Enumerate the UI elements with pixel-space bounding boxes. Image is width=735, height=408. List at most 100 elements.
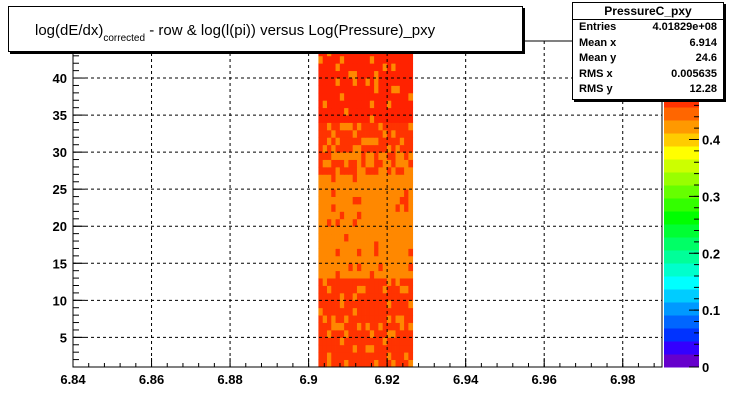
heatmap-cell	[318, 137, 324, 146]
heatmap-cell	[335, 70, 341, 79]
heatmap-cell	[322, 359, 328, 368]
heatmap-cell	[339, 92, 345, 101]
heatmap-cell	[352, 211, 358, 220]
heatmap-cell	[352, 233, 358, 242]
heatmap-cell	[331, 166, 336, 175]
heatmap-cell	[356, 85, 362, 94]
heatmap-cell	[318, 278, 324, 286]
heatmap-cell	[331, 144, 336, 153]
heatmap-cell	[326, 233, 332, 242]
heatmap-cell	[322, 181, 328, 190]
heatmap-cell	[374, 100, 379, 109]
heatmap-cell	[318, 226, 324, 235]
heatmap-cell	[404, 204, 409, 212]
heatmap-cell	[356, 100, 362, 109]
heatmap-cell	[348, 300, 354, 309]
heatmap-cell	[386, 285, 392, 294]
chart-title: log(dE/dx)corrected - row & log(l(pi)) v…	[35, 22, 435, 44]
heatmap-cell	[382, 85, 388, 94]
heatmap-cell	[365, 211, 371, 220]
heatmap-cell	[378, 159, 384, 168]
heatmap-cell	[395, 70, 401, 79]
heatmap-cell	[331, 233, 336, 242]
heatmap-cell	[408, 248, 414, 257]
heatmap-cell	[339, 70, 345, 79]
heatmap-cell	[404, 129, 409, 138]
heatmap-cell	[386, 204, 392, 212]
heatmap-cell	[356, 255, 362, 264]
heatmap-cell	[335, 322, 341, 331]
heatmap-cell	[335, 315, 341, 323]
heatmap-cell	[352, 85, 358, 94]
heatmap-cell	[361, 270, 366, 279]
heatmap-cell	[391, 100, 396, 109]
heatmap-cell	[404, 144, 409, 153]
heatmap-cell	[374, 70, 379, 79]
heatmap-cell	[408, 174, 414, 183]
heatmap-cell	[344, 307, 349, 316]
heatmap-cell	[348, 241, 354, 249]
x-tick-label: 6.96	[532, 372, 557, 387]
color-scale: 0 0.1 0.2 0.3 0.4	[664, 93, 721, 375]
heatmap-cell	[348, 189, 354, 197]
heatmap-cell	[369, 70, 375, 79]
heatmap-cell	[408, 115, 414, 123]
heatmap-cell	[386, 189, 392, 197]
heatmap-cell	[335, 285, 341, 294]
heatmap-cell	[339, 337, 345, 346]
heatmap-cell	[344, 144, 349, 153]
heatmap-cell	[356, 263, 362, 272]
heatmap-cell	[365, 278, 371, 286]
heatmap-cell	[382, 55, 388, 64]
heatmap-cell	[348, 122, 354, 131]
heatmap-cell	[399, 211, 405, 220]
heatmap-cell	[339, 270, 345, 279]
heatmap-cell	[395, 137, 401, 146]
heatmap-cell	[386, 144, 392, 153]
heatmap-cell	[352, 78, 358, 86]
heatmap-cell	[382, 144, 388, 153]
y-axis: 5 10 15 20 25 30 35 40	[53, 40, 85, 368]
heatmap-cell	[374, 196, 379, 205]
heatmap-cell	[318, 307, 324, 316]
heatmap-cell	[344, 278, 349, 286]
stats-value: 4.01829e+08	[652, 21, 717, 33]
heatmap-cell	[331, 196, 336, 205]
heatmap-cell	[348, 100, 354, 109]
stats-label: Mean x	[579, 36, 617, 49]
heatmap-cell	[335, 85, 341, 94]
heatmap-cell	[335, 211, 341, 220]
heatmap-cell	[348, 115, 354, 123]
heatmap-cell	[382, 152, 388, 160]
heatmap-cell	[365, 115, 371, 123]
heatmap-cell	[326, 218, 332, 227]
heatmap-cell	[395, 218, 401, 227]
heatmap-cell	[335, 270, 341, 279]
heatmap-cell	[344, 300, 349, 309]
heatmap-cell	[404, 63, 409, 72]
heatmap-cell	[318, 292, 324, 301]
heatmap-cell	[322, 48, 328, 57]
heatmap-cells	[318, 41, 414, 368]
heatmap-cell	[369, 270, 375, 279]
heatmap-cell	[326, 352, 332, 360]
color-scale-segment	[664, 263, 699, 277]
heatmap-cell	[339, 144, 345, 153]
heatmap-cell	[356, 70, 362, 79]
color-scale-label: 0	[702, 360, 709, 375]
heatmap-cell	[391, 70, 396, 79]
heatmap-cell	[382, 344, 388, 353]
heatmap-cell	[344, 337, 349, 346]
heatmap-cell	[344, 129, 349, 138]
heatmap-cell	[318, 55, 324, 64]
heatmap-cell	[331, 315, 336, 323]
heatmap-cell	[331, 174, 336, 183]
heatmap-cell	[318, 315, 324, 323]
heatmap-cell	[395, 263, 401, 272]
heatmap-cell	[322, 300, 328, 309]
heatmap-cell	[399, 292, 405, 301]
heatmap-cell	[391, 85, 396, 94]
heatmap-cell	[391, 263, 396, 272]
heatmap-cell	[344, 137, 349, 146]
heatmap-cell	[318, 122, 324, 131]
